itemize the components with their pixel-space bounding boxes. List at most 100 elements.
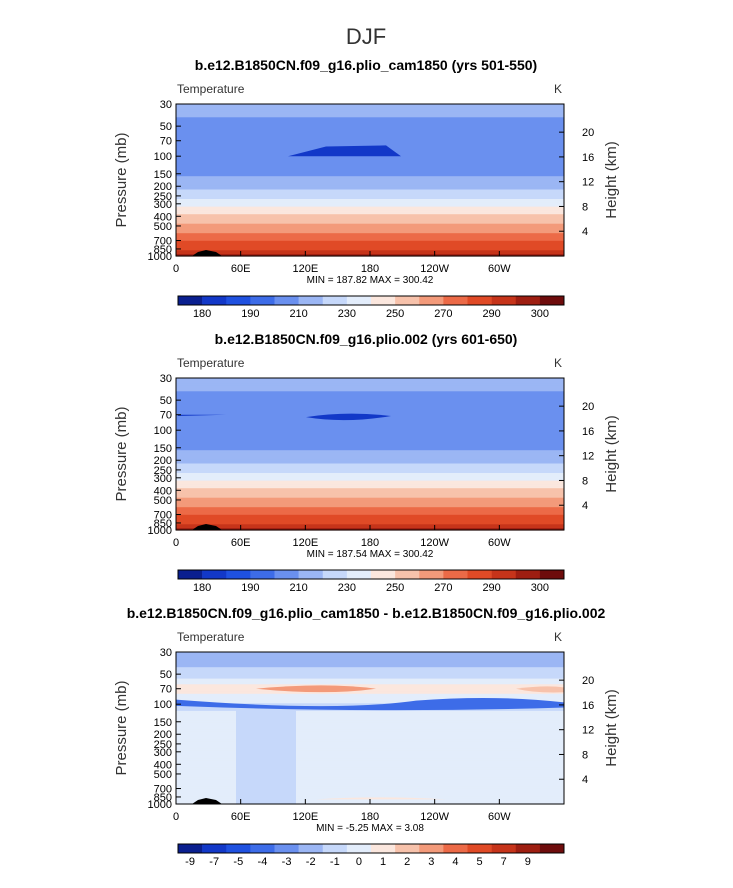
contour-band (176, 488, 564, 491)
colorbar-swatch (322, 570, 348, 579)
colorbar-swatch (419, 570, 444, 579)
contour-band (176, 699, 564, 702)
contour-band (176, 237, 564, 240)
contour-band (176, 474, 564, 478)
contour-band (176, 701, 564, 704)
units-label: K (554, 630, 562, 644)
x-tick-label: 120W (420, 263, 449, 275)
contour-band (176, 446, 564, 449)
colorbar-label: -1 (330, 856, 340, 868)
contour-band (176, 724, 564, 727)
contour-band (176, 461, 564, 465)
contour-band (176, 132, 564, 135)
contour-band (176, 499, 564, 503)
y-tick-label: 1000 (148, 799, 172, 811)
contour-band (176, 168, 564, 172)
colorbar-label: 250 (386, 582, 404, 594)
y-tick-label: 500 (154, 221, 172, 233)
contour-band (176, 777, 564, 780)
contour-band (176, 199, 564, 202)
contour-band (176, 197, 564, 200)
contour-band (176, 436, 564, 440)
contour-band (176, 766, 564, 769)
contour-band (176, 379, 564, 383)
contour-band (176, 674, 564, 678)
contour-band (176, 189, 564, 192)
contour-band (176, 225, 564, 229)
contour-band (176, 113, 564, 116)
colorbar-label: 190 (241, 308, 259, 320)
colorbar-label: -2 (306, 856, 316, 868)
colorbar-swatch (491, 844, 517, 853)
y2-axis-label: Height (km) (603, 415, 620, 493)
y-tick-label: 850 (154, 792, 172, 804)
contour-band (176, 402, 564, 406)
y2-axis-label: Height (km) (603, 689, 620, 767)
anomaly-region (316, 797, 446, 800)
contour-band (176, 155, 564, 158)
contour-band (176, 242, 564, 246)
contour-band (176, 166, 564, 170)
colorbar-swatch (371, 844, 396, 853)
contour-band (176, 478, 564, 482)
colorbar-swatch (178, 296, 203, 305)
colorbar-swatch (178, 844, 203, 853)
contour-band (176, 454, 564, 457)
colorbar-swatch (443, 844, 468, 853)
colorbar-swatch (322, 844, 348, 853)
y-tick-label: 50 (160, 669, 172, 681)
contour-band (176, 786, 564, 790)
colorbar-swatch (491, 296, 517, 305)
y-tick-label: 30 (160, 99, 172, 111)
contour-band (176, 381, 564, 385)
contour-band (176, 227, 564, 230)
x-tick-label: 60E (231, 811, 251, 823)
contour-band (176, 105, 564, 109)
y-tick-label: 100 (154, 151, 172, 163)
contour-band (176, 669, 564, 672)
y2-tick-label: 12 (582, 451, 594, 463)
y-tick-label: 100 (154, 699, 172, 711)
x-tick-label: 60E (231, 537, 251, 549)
contour-band (176, 181, 564, 185)
y-axis-label: Pressure (mb) (113, 680, 130, 775)
y-tick-label: 150 (154, 717, 172, 729)
contour-band (176, 522, 564, 525)
y2-tick-label: 16 (582, 700, 594, 712)
contour-band (176, 752, 564, 756)
colorbar-swatch (298, 570, 324, 579)
y-tick-label: 400 (154, 211, 172, 223)
contour-band (176, 431, 564, 434)
panel-title: b.e12.B1850CN.f09_g16.plio_cam1850 - b.e… (127, 605, 606, 621)
contour-band (176, 771, 564, 775)
contour-band (176, 678, 564, 682)
contour-band (176, 138, 564, 141)
colorbar-swatch (371, 570, 396, 579)
contour-band (176, 410, 564, 413)
contour-band (176, 438, 564, 442)
y-tick-label: 50 (160, 121, 172, 133)
y2-tick-label: 8 (582, 201, 588, 213)
contour-band (176, 497, 564, 501)
x-tick-label: 0 (173, 263, 179, 275)
stats-text: MIN = 187.54 MAX = 300.42 (307, 549, 434, 560)
colorbar-label: 230 (338, 308, 356, 320)
contour-band (176, 231, 564, 234)
cold-core (288, 145, 401, 157)
contour-band (176, 684, 564, 687)
contour-band (176, 170, 564, 173)
colorbar-label: 3 (428, 856, 434, 868)
colorbar-label: 9 (525, 856, 531, 868)
contour-band (176, 448, 564, 451)
y2-tick-label: 8 (582, 749, 588, 761)
y-tick-label: 700 (154, 510, 172, 522)
y-tick-label: 30 (160, 647, 172, 659)
contour-band (176, 450, 564, 453)
contour-band (176, 172, 564, 175)
stats-text: MIN = -5.25 MAX = 3.08 (316, 823, 424, 834)
y-tick-label: 500 (154, 769, 172, 781)
x-tick-label: 120E (292, 263, 318, 275)
contour-band (176, 128, 564, 132)
contour-band (176, 191, 564, 194)
colorbar-swatch (274, 296, 299, 305)
